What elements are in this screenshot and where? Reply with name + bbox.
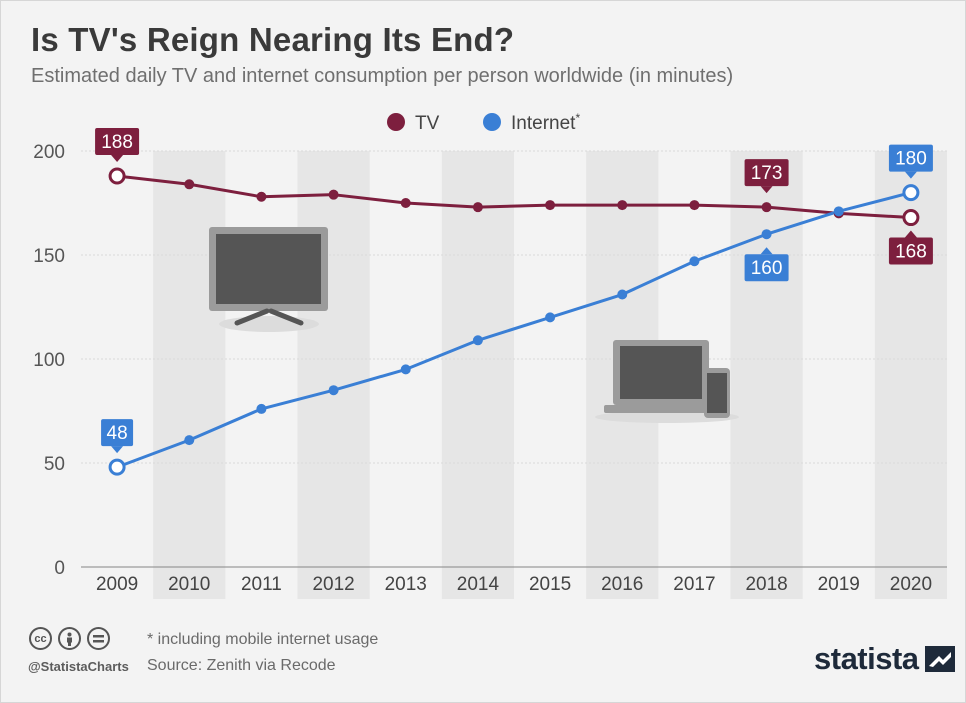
by-icon (58, 627, 81, 650)
chart-title: Is TV's Reign Nearing Its End? (31, 21, 515, 58)
data-label: 48 (107, 423, 128, 444)
data-point-tv[interactable] (761, 202, 772, 213)
x-tick-label: 2016 (601, 574, 643, 595)
y-tick-label: 200 (33, 142, 65, 163)
data-point-internet[interactable] (108, 458, 126, 476)
series-line-tv (116, 174, 912, 220)
data-label-pointer (111, 154, 124, 162)
data-point-tv[interactable] (902, 209, 920, 227)
legend-label-tv: TV (415, 113, 440, 134)
x-tick-label: 2015 (529, 574, 571, 595)
tv-icon (209, 227, 328, 332)
data-point-internet[interactable] (400, 364, 411, 375)
nd-icon (87, 627, 110, 650)
x-tick-label: 2012 (312, 574, 354, 595)
data-label-pointer (760, 186, 773, 194)
legend-marker-internet (483, 113, 501, 131)
x-tick-label: 2011 (241, 574, 282, 595)
cc-icon: cc (29, 627, 52, 650)
column-band (297, 151, 370, 599)
data-point-tv[interactable] (108, 167, 126, 185)
x-tick-label: 2020 (890, 574, 932, 595)
x-tick-label: 2013 (385, 574, 427, 595)
legend-marker-tv (387, 113, 405, 131)
data-label-box (744, 254, 789, 282)
data-label-box (888, 237, 933, 265)
data-label-pointer (904, 230, 917, 238)
column-band (441, 151, 514, 599)
data-point-tv[interactable] (689, 200, 700, 211)
column-band (153, 151, 226, 599)
y-tick-label: 100 (33, 350, 65, 371)
data-label-box (744, 159, 789, 187)
data-label-pointer (904, 171, 917, 179)
statista-wordmark: statista (814, 641, 919, 676)
laptop-phone-icon (595, 340, 739, 423)
y-tick-label: 50 (44, 454, 65, 475)
data-label: 168 (895, 242, 927, 263)
data-point-tv[interactable] (256, 191, 267, 202)
legend-label-internet: Internet* (511, 111, 580, 134)
x-tick-label: 2009 (96, 574, 138, 595)
data-point-internet[interactable] (328, 385, 339, 396)
y-tick-label: 150 (33, 246, 65, 267)
data-point-internet[interactable] (617, 289, 628, 300)
source-note[interactable]: Source: Zenith via Recode (147, 657, 336, 674)
x-tick-label: 2010 (168, 574, 210, 595)
data-label-box (95, 127, 140, 155)
statista-handle: @StatistaCharts (28, 659, 129, 674)
data-point-tv[interactable] (184, 179, 195, 190)
data-point-internet[interactable] (833, 206, 844, 217)
data-point-internet[interactable] (902, 184, 920, 202)
data-point-internet[interactable] (184, 435, 195, 446)
data-label-pointer (111, 446, 124, 454)
data-point-internet[interactable] (472, 335, 483, 346)
x-tick-label: 2019 (818, 574, 860, 595)
data-point-tv[interactable] (400, 198, 411, 208)
chart-subtitle: Estimated daily TV and internet consumpt… (31, 65, 734, 87)
data-point-tv[interactable] (617, 200, 628, 211)
data-point-tv[interactable] (545, 200, 556, 211)
y-tick-label: 0 (54, 558, 65, 579)
data-point-tv[interactable] (472, 202, 483, 213)
data-label: 173 (751, 163, 783, 184)
x-tick-label: 2014 (457, 574, 500, 595)
data-point-internet[interactable] (545, 312, 556, 323)
series-line-internet (116, 191, 912, 469)
x-tick-label: 2017 (673, 574, 715, 595)
statista-logo-icon (924, 646, 955, 672)
column-band (730, 151, 803, 599)
data-point-tv[interactable] (328, 189, 339, 200)
data-label-box (101, 419, 134, 447)
footnote: * including mobile internet usage (147, 631, 379, 648)
license-icons: cc (29, 627, 110, 650)
statista-logo[interactable]: statista (814, 641, 955, 677)
x-tick-label: 2018 (745, 574, 787, 595)
data-label: 180 (895, 149, 927, 170)
data-label: 160 (751, 258, 783, 279)
data-label: 188 (101, 132, 133, 153)
data-point-internet[interactable] (761, 229, 772, 240)
data-point-internet[interactable] (256, 403, 267, 414)
data-point-internet[interactable] (689, 256, 700, 267)
data-label-box (888, 144, 933, 172)
data-label-pointer (760, 247, 773, 255)
